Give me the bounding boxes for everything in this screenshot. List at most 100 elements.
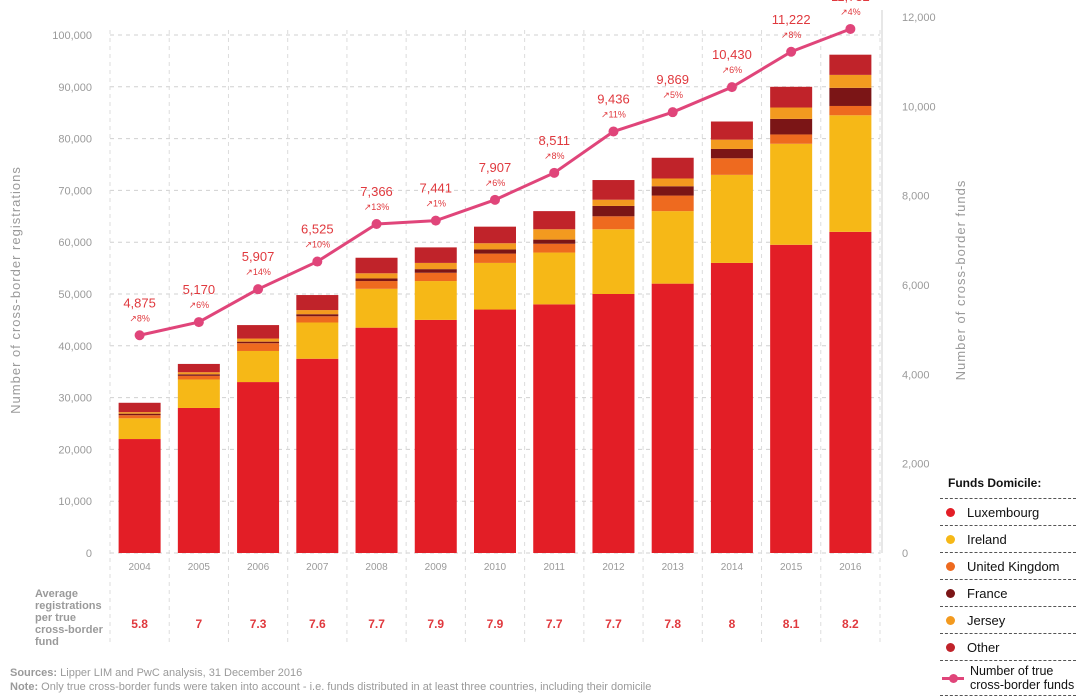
avg-row-value: 7.7	[546, 617, 563, 631]
bar-segment-united-kingdom	[178, 376, 220, 380]
bar-segment-other	[592, 180, 634, 200]
funds-point	[845, 24, 855, 34]
funds-point	[668, 107, 678, 117]
bar-segment-jersey	[770, 108, 812, 119]
x-tick-label: 2007	[306, 562, 329, 573]
avg-row-value: 7	[196, 617, 203, 631]
legend-item-united-kingdom: United Kingdom	[940, 553, 1076, 580]
bar-segment-ireland	[296, 322, 338, 358]
bar-segment-france	[474, 249, 516, 253]
bar-segment-united-kingdom	[711, 158, 753, 175]
funds-point	[253, 284, 263, 294]
funds-point	[727, 82, 737, 92]
funds-growth-label: ↗11%	[601, 110, 626, 120]
funds-point	[786, 47, 796, 57]
bar-segment-jersey	[119, 412, 161, 414]
funds-growth-label: ↗6%	[189, 300, 210, 310]
funds-growth-label: ↗14%	[245, 267, 271, 277]
bar-segment-jersey	[356, 273, 398, 278]
funds-point	[549, 168, 559, 178]
funds-point	[312, 257, 322, 267]
bar-segment-other	[474, 227, 516, 244]
legend-items: Luxembourg Ireland United Kingdom France Jer…	[940, 499, 1076, 661]
legend-label: United Kingdom	[967, 559, 1060, 574]
left-tick-label: 60,000	[58, 237, 92, 249]
bar-segment-united-kingdom	[119, 415, 161, 418]
left-tick-label: 10,000	[58, 496, 92, 508]
left-tick-label: 50,000	[58, 289, 92, 301]
bar-segment-other	[237, 325, 279, 338]
bar-segment-luxembourg	[356, 328, 398, 553]
bar-segment-other	[652, 158, 694, 179]
bar-segment-jersey	[296, 310, 338, 314]
legend-label: Luxembourg	[967, 505, 1039, 520]
bar-segment-france	[119, 414, 161, 416]
right-axis-title: Number of cross-border funds	[953, 180, 968, 381]
funds-value-label: 7,366	[360, 184, 393, 199]
bar-segment-ireland	[119, 418, 161, 439]
bar-segment-ireland	[415, 281, 457, 320]
chart-footer: Sources: Lipper LIM and PwC analysis, 31…	[10, 666, 1070, 694]
bar-segment-france	[237, 342, 279, 344]
funds-growth-label: ↗6%	[485, 178, 506, 188]
bar-segment-ireland	[652, 211, 694, 284]
bar-segment-france	[592, 206, 634, 216]
funds-growth-label: ↗8%	[781, 30, 802, 40]
bar-segment-luxembourg	[829, 232, 871, 553]
bar-segment-jersey	[711, 140, 753, 149]
funds-point	[608, 127, 618, 137]
bar-segment-france	[415, 269, 457, 273]
bar-segment-other	[711, 122, 753, 140]
funds-value-label: 10,430	[712, 47, 752, 62]
bar-segment-united-kingdom	[652, 196, 694, 212]
left-tick-label: 90,000	[58, 82, 92, 94]
bar-segment-united-kingdom	[829, 106, 871, 115]
bar-segment-luxembourg	[711, 263, 753, 553]
bar-segment-united-kingdom	[296, 316, 338, 322]
funds-value-label: 8,511	[538, 133, 570, 148]
bar-segment-france	[178, 374, 220, 376]
avg-row-value: 7.7	[605, 617, 622, 631]
funds-point	[431, 216, 441, 226]
avg-row-value: 7.7	[368, 617, 385, 631]
funds-value-label: 9,436	[597, 92, 630, 107]
bar-segment-ireland	[237, 351, 279, 382]
bar-segment-other	[178, 364, 220, 372]
bar-segment-luxembourg	[592, 294, 634, 553]
sources-text: Lipper LIM and PwC analysis, 31 December…	[57, 667, 302, 679]
bar-segment-other	[296, 295, 338, 310]
note-label: Note:	[10, 681, 38, 693]
funds-value-label: 7,441	[419, 181, 452, 196]
bar-segment-united-kingdom	[474, 254, 516, 263]
avg-row-title: cross-border	[35, 624, 104, 636]
bar-segment-jersey	[237, 339, 279, 342]
bar-segment-ireland	[711, 175, 753, 263]
avg-row-title: per true	[35, 612, 76, 624]
x-tick-label: 2005	[188, 562, 211, 573]
avg-row-value: 8	[729, 617, 736, 631]
x-tick-label: 2011	[543, 562, 565, 573]
bar-segment-luxembourg	[237, 382, 279, 553]
right-tick-label: 10,000	[902, 101, 936, 113]
avg-row-title: Average	[35, 588, 78, 600]
x-tick-label: 2008	[365, 562, 388, 573]
bar-segment-france	[296, 314, 338, 316]
bar-segment-jersey	[652, 178, 694, 186]
bar-segment-jersey	[415, 263, 457, 269]
bar-segment-ireland	[592, 229, 634, 294]
funds-growth-label: ↗8%	[129, 313, 150, 323]
legend-label: France	[967, 586, 1007, 601]
bar-segment-ireland	[770, 144, 812, 245]
bar-segment-luxembourg	[652, 284, 694, 553]
avg-row-value: 5.8	[131, 617, 148, 631]
left-tick-label: 80,000	[58, 134, 92, 146]
right-tick-label: 0	[902, 548, 908, 560]
avg-row-title: fund	[35, 636, 59, 648]
bar-segment-france	[652, 186, 694, 195]
x-tick-label: 2015	[780, 562, 803, 573]
funds-growth-label: ↗1%	[425, 199, 446, 209]
bar-segment-other	[119, 403, 161, 412]
legend-swatch-icon	[946, 508, 955, 517]
bar-segment-other	[829, 55, 871, 75]
bar-segment-ireland	[533, 253, 575, 305]
